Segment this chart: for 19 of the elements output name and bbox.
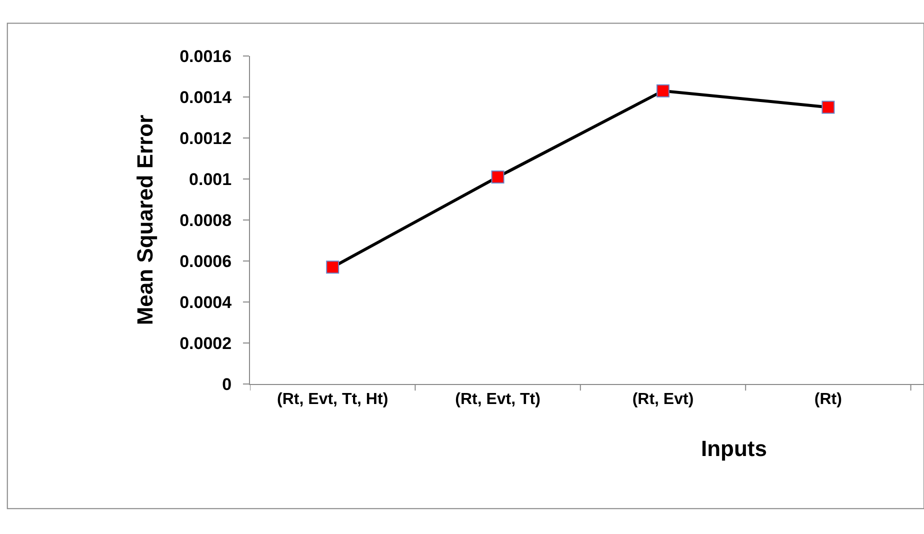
y-axis-title: Mean Squared Error <box>132 114 158 326</box>
point <box>326 260 340 274</box>
x-tick-label: (Rt, Evt, Tt) <box>455 391 540 408</box>
y-tick-label: 0.0002 <box>180 334 232 353</box>
x-axis-title: Inputs <box>701 436 767 461</box>
point <box>656 84 670 98</box>
y-tick-label: 0.0012 <box>180 128 232 148</box>
y-tick-label: 0.0006 <box>180 252 232 271</box>
y-tick-label: 0.001 <box>189 170 232 189</box>
y-tick-label: 0.0008 <box>180 210 232 230</box>
x-tick-label: (Rt, Evt) <box>632 391 694 408</box>
y-tick-label: 0 <box>222 374 232 394</box>
x-tick-label: (Rt, Evt, Tt, Ht) <box>277 391 388 408</box>
x-tick-label: (Rt) <box>814 391 842 408</box>
point <box>822 100 835 114</box>
y-tick-label: 0.0004 <box>180 292 232 312</box>
y-tick-label: 0.0014 <box>180 88 232 107</box>
y-tick-label: 0.0016 <box>180 46 232 66</box>
point <box>491 170 504 184</box>
